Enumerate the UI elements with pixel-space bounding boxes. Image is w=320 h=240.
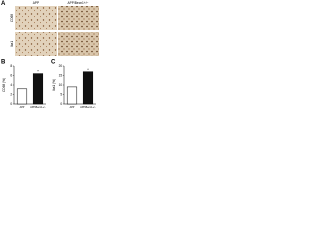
bar <box>16 88 28 105</box>
y-tick-label: 6 <box>10 73 12 77</box>
y-tick-label: 5 <box>60 92 62 96</box>
y-tick-label: 2 <box>10 92 12 96</box>
annotation: * <box>37 69 39 74</box>
y-axis-label: Iba1 (%) <box>52 79 56 91</box>
y-tick-label: 0 <box>10 102 12 106</box>
y-tick-label: 0 <box>60 102 62 106</box>
row-label: CD68 <box>10 14 14 22</box>
bar <box>32 73 44 105</box>
x-tick-label: APP <box>20 106 25 109</box>
panel-letter: C <box>51 60 56 66</box>
column-header: APP/Becn1+/− <box>68 1 89 5</box>
bar <box>82 71 94 105</box>
y-axis-label: CD68 (%) <box>2 78 6 92</box>
annotation: * <box>87 67 89 72</box>
panel-letter: B <box>1 60 6 66</box>
x-tick-label: APP <box>70 106 75 109</box>
micrograph <box>15 6 57 30</box>
micrograph <box>15 32 57 56</box>
bar <box>66 86 78 105</box>
y-tick-label: 10 <box>59 83 63 87</box>
figure: A APP APP/Becn1+/− CD68 Iba1 B CD68 (%) 0 2… <box>1 1 99 109</box>
y-tick-label: 15 <box>59 73 63 77</box>
micrograph <box>58 6 99 30</box>
y-tick-label: 4 <box>10 83 12 87</box>
row-label: Iba1 <box>10 41 14 47</box>
page: A APP APP/Becn1+/− CD68 Iba1 B CD68 (%) 0 2… <box>0 0 320 112</box>
y-tick-label: 20 <box>59 64 63 68</box>
panel-letter: A <box>1 1 6 7</box>
x-tick-label: APP/Becn1+/− <box>30 106 46 109</box>
column-header: APP <box>33 1 39 5</box>
y-tick-label: 8 <box>10 64 12 68</box>
x-tick-label: APP/Becn1+/− <box>80 106 96 109</box>
micrograph <box>58 32 99 56</box>
